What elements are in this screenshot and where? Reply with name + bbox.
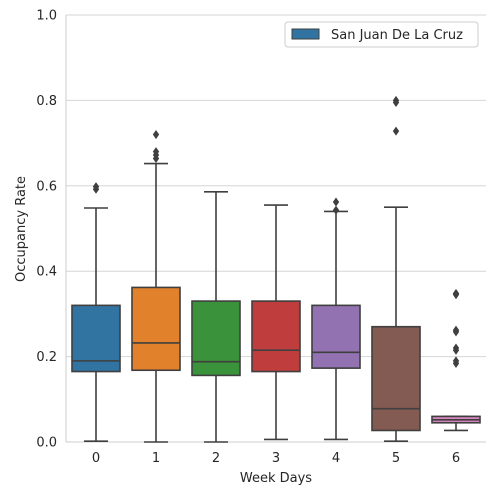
y-tick-label: 0.6 bbox=[36, 179, 57, 194]
y-tick-label: 0.2 bbox=[36, 350, 57, 365]
outlier-point bbox=[452, 356, 460, 366]
outlier-point bbox=[392, 126, 400, 136]
box-4 bbox=[311, 304, 361, 369]
outlier-point bbox=[332, 197, 340, 207]
box-2 bbox=[191, 300, 241, 377]
outlier-point bbox=[152, 147, 160, 157]
outlier-point bbox=[452, 288, 460, 298]
box-group-6 bbox=[431, 288, 481, 432]
outlier-point bbox=[152, 130, 160, 140]
box-group-2 bbox=[191, 190, 241, 443]
legend: San Juan De La Cruz bbox=[284, 21, 479, 48]
outlier-point bbox=[452, 325, 460, 335]
boxplot-series bbox=[71, 95, 481, 443]
x-tick-label: 0 bbox=[92, 451, 100, 466]
legend-frame bbox=[284, 21, 479, 48]
y-tick-label: 0.0 bbox=[36, 436, 57, 451]
y-tick-label: 0.8 bbox=[36, 94, 57, 109]
y-axis-label: Occupancy Rate bbox=[14, 176, 29, 282]
box-5 bbox=[371, 325, 421, 432]
x-tick-label: 1 bbox=[152, 451, 160, 466]
box-3 bbox=[251, 300, 301, 373]
legend-swatch bbox=[291, 28, 320, 40]
outlier-point bbox=[452, 343, 460, 353]
x-axis-ticks: 0 1 2 3 4 5 6 bbox=[92, 451, 460, 466]
box-group-3 bbox=[251, 204, 301, 441]
x-tick-label: 3 bbox=[272, 451, 280, 466]
box-group-5 bbox=[371, 95, 421, 442]
legend-label: San Juan De La Cruz bbox=[331, 28, 463, 43]
box-group-1 bbox=[131, 130, 181, 443]
y-axis-ticks: 0.0 0.2 0.4 0.6 0.8 1.0 bbox=[36, 9, 57, 451]
x-tick-label: 5 bbox=[392, 451, 400, 466]
x-tick-label: 4 bbox=[332, 451, 340, 466]
axis-spines bbox=[65, 15, 486, 443]
outlier-point bbox=[92, 182, 100, 192]
box-group-0 bbox=[71, 182, 121, 442]
box-1 bbox=[131, 286, 181, 372]
outlier-point bbox=[332, 205, 340, 215]
outlier-point bbox=[392, 95, 400, 105]
x-tick-label: 6 bbox=[452, 451, 460, 466]
x-tick-label: 2 bbox=[212, 451, 220, 466]
y-tick-label: 0.4 bbox=[36, 265, 57, 280]
box-group-4 bbox=[311, 197, 361, 441]
y-tick-label: 1.0 bbox=[36, 9, 57, 24]
x-axis-label: Week Days bbox=[240, 471, 312, 486]
